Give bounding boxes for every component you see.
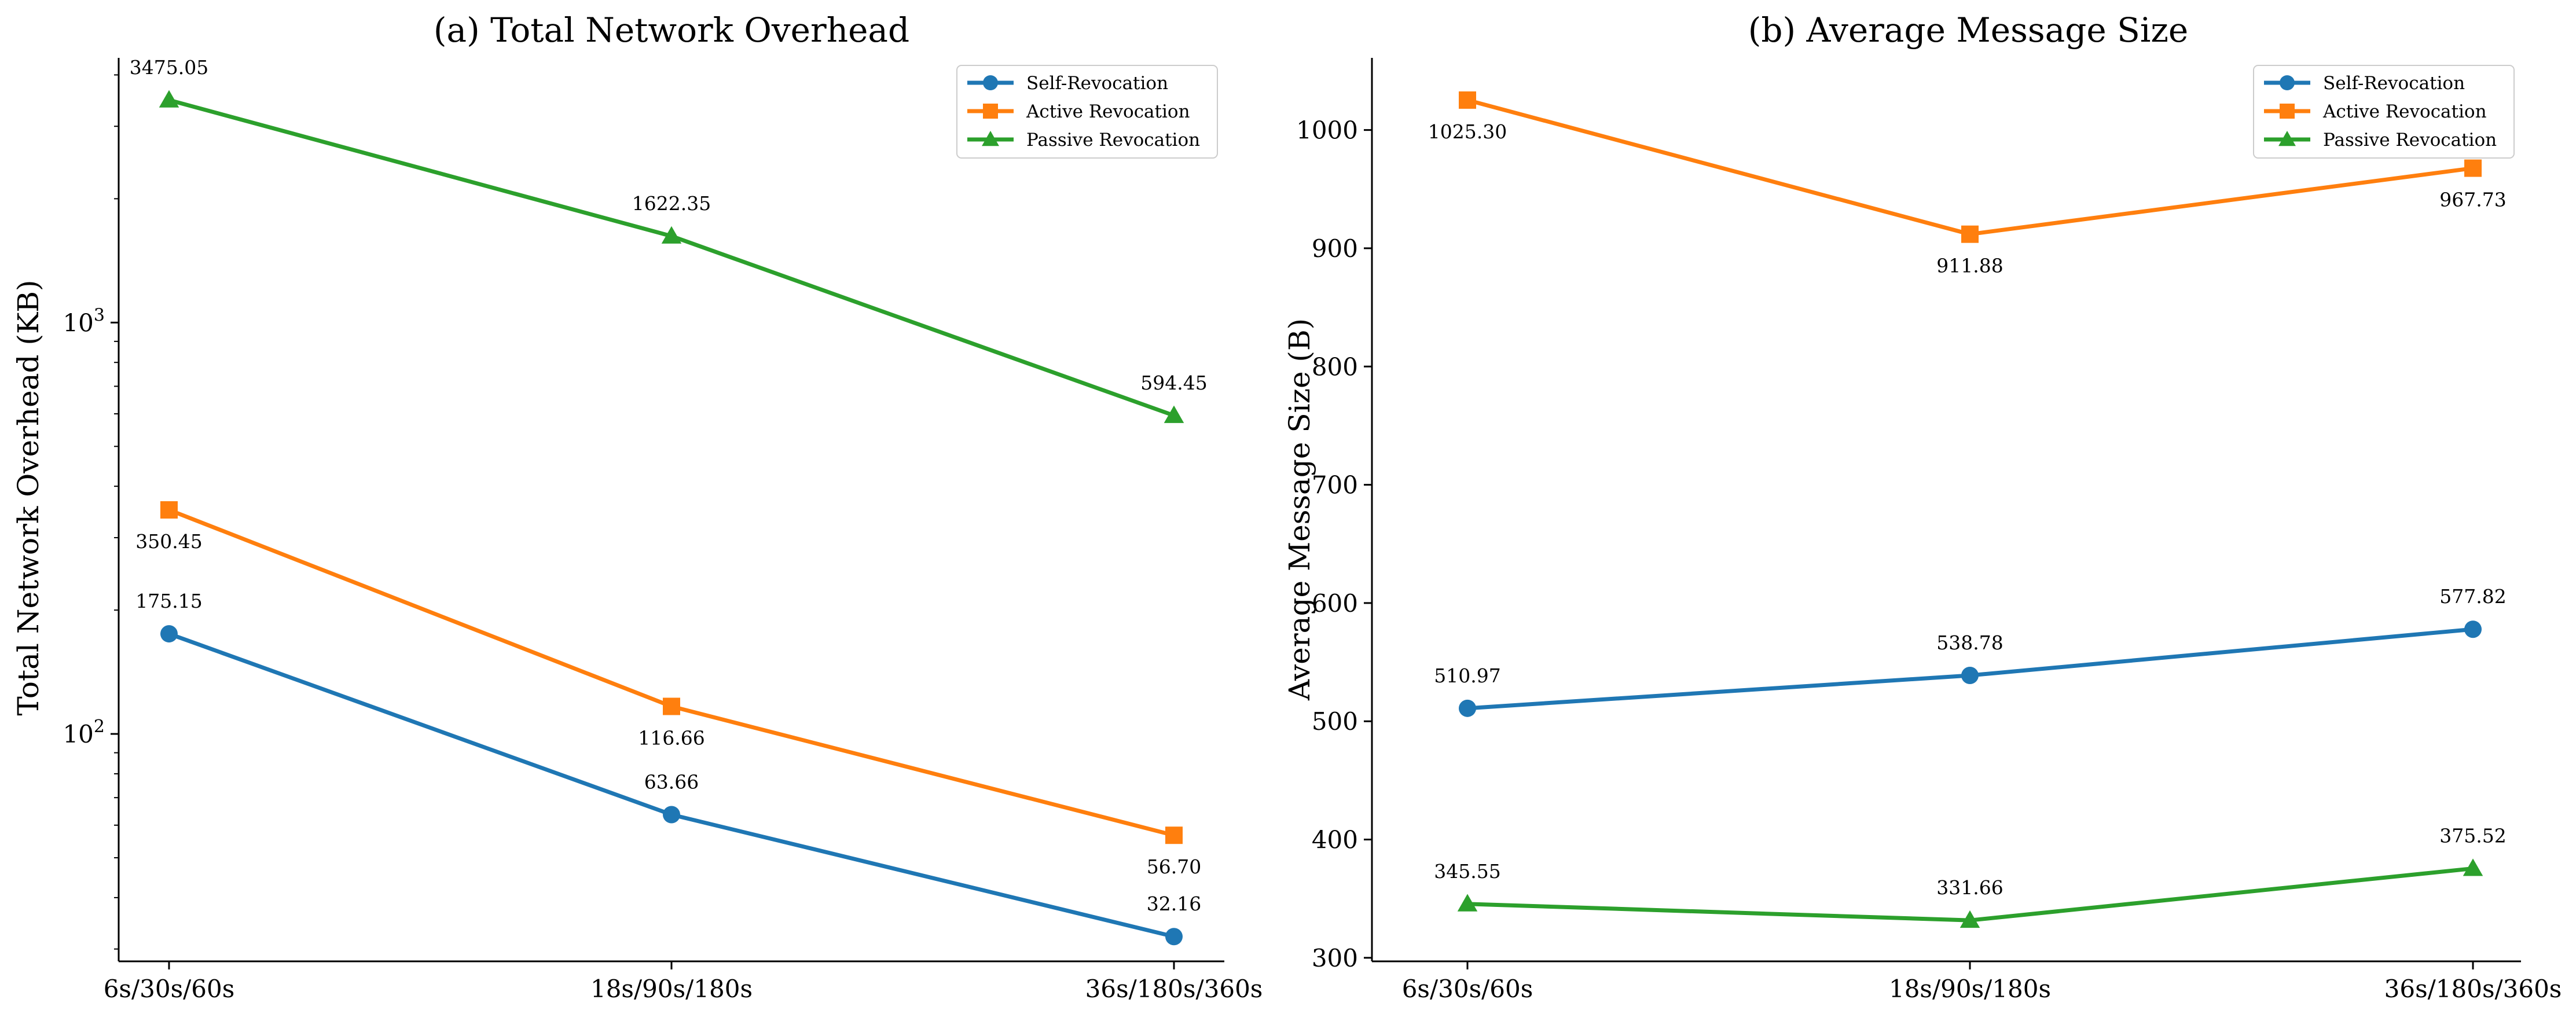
data-label: 331.66 [1936, 876, 2003, 899]
data-label: 594.45 [1140, 372, 1207, 394]
x-tick-label: 6s/30s/60s [104, 975, 235, 1003]
y-axis-label: Average Message Size (B) [1283, 318, 1316, 701]
y-tick-label: 102 [63, 717, 105, 748]
chart-title: (a) Total Network Overhead [434, 10, 909, 50]
chart-title: (b) Average Message Size [1748, 10, 2189, 50]
data-label: 3475.05 [130, 56, 208, 79]
data-label: 375.52 [2439, 825, 2506, 847]
data-point [1457, 894, 1478, 912]
legend-entry: Passive Revocation [2264, 130, 2497, 150]
legend-frame [956, 65, 1218, 159]
y-tick-label: 1000 [1296, 116, 1358, 145]
series-layer: 510.97 538.78 577.82 1025.30 911.88 967.73 345… [1428, 91, 2507, 928]
data-label: 56.70 [1147, 855, 1201, 878]
data-point [1459, 699, 1476, 717]
legend: Self-Revocation Active Revocation Passive … [956, 65, 1218, 159]
data-point [1164, 405, 1184, 423]
data-label: 911.88 [1936, 255, 2003, 277]
legend-entry: Active Revocation [967, 101, 1190, 122]
x-tick-label: 18s/90s/180s [1889, 975, 2051, 1003]
data-point [1961, 666, 1979, 684]
y-tick-label: 103 [63, 305, 105, 337]
y-tick-label-exponent: 3 [94, 305, 105, 325]
data-point [1459, 91, 1476, 109]
legend-swatch-marker [983, 75, 998, 90]
data-label: 510.97 [1434, 664, 1500, 687]
x-tick-label: 18s/90s/180s [590, 975, 753, 1003]
y-tick-label-base: 10 [63, 308, 93, 337]
data-point [159, 90, 179, 108]
data-point [160, 625, 178, 643]
legend-frame [2253, 65, 2515, 159]
series-self-revocation: 510.97 538.78 577.82 [1434, 585, 2507, 717]
legend-entry: Active Revocation [2264, 101, 2487, 122]
legend-swatch-marker [2280, 75, 2295, 90]
data-label: 350.45 [135, 530, 202, 553]
y-tick-label: 300 [1312, 944, 1358, 972]
y-tick-label: 700 [1312, 471, 1358, 499]
data-point [1165, 826, 1183, 844]
y-tick-label: 800 [1312, 352, 1358, 381]
data-label: 175.15 [135, 590, 202, 612]
data-label: 577.82 [2439, 585, 2506, 608]
series-passive-revocation: 3475.05 1622.35 594.45 [130, 56, 1208, 423]
legend-label: Self-Revocation [1026, 73, 1168, 94]
data-point [2464, 159, 2482, 177]
data-point [1961, 225, 1979, 243]
legend-swatch-marker [2278, 131, 2296, 146]
data-point [160, 501, 178, 519]
data-label: 32.16 [1147, 892, 1201, 915]
legend-label: Passive Revocation [1026, 130, 1200, 150]
series-active-revocation: 350.45 116.66 56.70 [135, 501, 1201, 878]
x-axis-ticks: 6s/30s/60s 18s/90s/180s 36s/180s/360s [1402, 961, 2562, 1003]
legend-label: Passive Revocation [2323, 130, 2497, 150]
series-passive-revocation: 345.55 331.66 375.52 [1434, 825, 2507, 928]
x-tick-label: 36s/180s/360s [2384, 975, 2562, 1003]
data-label: 1622.35 [632, 192, 711, 215]
legend-label: Active Revocation [1026, 101, 1190, 122]
x-axis-ticks: 6s/30s/60s 18s/90s/180s 36s/180s/360s [104, 961, 1263, 1003]
data-label: 967.73 [2439, 189, 2506, 211]
y-tick-label: 900 [1312, 234, 1358, 263]
legend-swatch-marker [983, 104, 998, 119]
legend-label: Active Revocation [2322, 101, 2487, 122]
y-tick-label: 400 [1312, 826, 1358, 854]
data-point [661, 226, 682, 244]
y-tick-label-base: 10 [63, 720, 93, 748]
legend-swatch-marker [982, 131, 999, 146]
x-tick-label: 36s/180s/360s [1085, 975, 1263, 1003]
legend-entry: Self-Revocation [2264, 73, 2465, 94]
data-point [2464, 620, 2482, 638]
data-label: 538.78 [1936, 631, 2003, 654]
series-self-revocation: 175.15 63.66 32.16 [135, 590, 1201, 946]
x-tick-label: 6s/30s/60s [1402, 975, 1533, 1003]
y-axis-label: Total Network Overhead (KB) [12, 280, 45, 715]
series-layer: 175.15 63.66 32.16 350.45 116.66 56.70 3475.05… [130, 56, 1208, 946]
data-point [2463, 858, 2483, 876]
legend-label: Self-Revocation [2323, 73, 2465, 94]
y-axis-ticks: 300 400 500 600 700 800 900 1000 [1296, 116, 1372, 972]
data-label: 63.66 [644, 770, 699, 793]
data-point [1959, 910, 1980, 928]
y-tick-label-exponent: 2 [94, 717, 105, 737]
data-label: 345.55 [1434, 860, 1500, 883]
data-label: 116.66 [638, 727, 704, 750]
data-point [1165, 928, 1183, 946]
legend-entry: Passive Revocation [967, 130, 1200, 150]
legend-entry: Self-Revocation [967, 73, 1168, 94]
panel-average-message-size: (b) Average Message Size Average Message… [1283, 10, 2562, 1003]
y-tick-label: 500 [1312, 707, 1358, 736]
data-point [663, 806, 680, 824]
legend: Self-Revocation Active Revocation Passive … [2253, 65, 2515, 159]
series-active-revocation: 1025.30 911.88 967.73 [1428, 91, 2507, 277]
data-point [663, 697, 680, 715]
data-label: 1025.30 [1428, 120, 1507, 143]
y-tick-label: 600 [1312, 589, 1358, 618]
legend-swatch-marker [2280, 104, 2295, 119]
panel-total-network-overhead: (a) Total Network Overhead Total Network… [12, 10, 1263, 1003]
